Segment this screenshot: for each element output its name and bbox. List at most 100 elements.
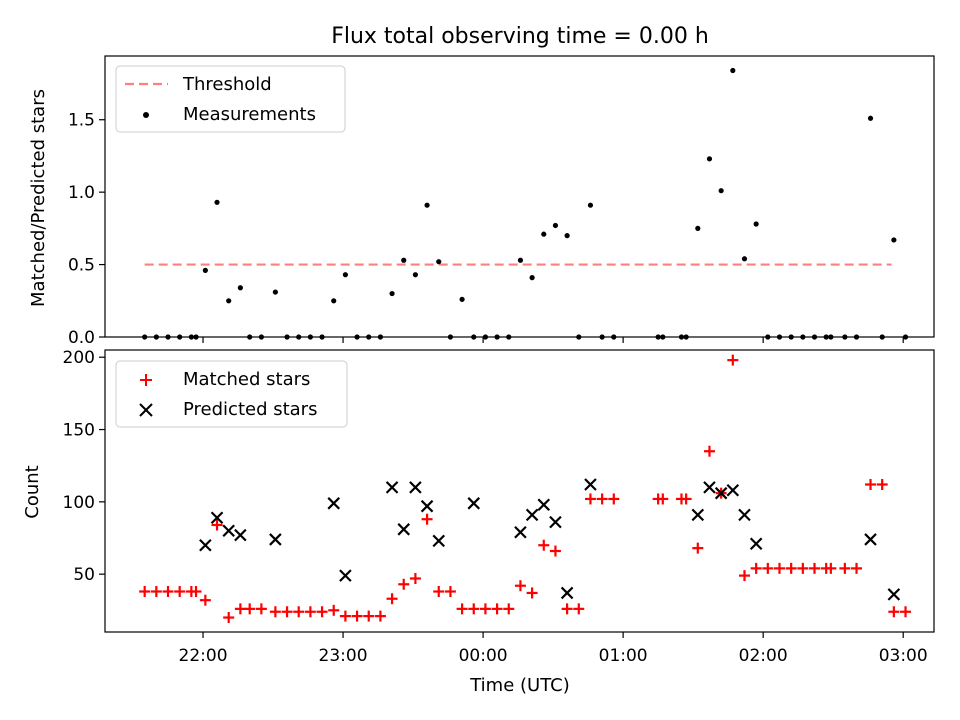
- matched-star-point: [888, 606, 900, 618]
- bottom-y-tick-label: 100: [63, 493, 95, 513]
- legend-measurements-label: Measurements: [183, 104, 316, 125]
- matched-star-point: [851, 562, 863, 574]
- measurement-point: [741, 256, 748, 262]
- predicted-star-point: [714, 486, 728, 500]
- matched-star-point: [573, 603, 585, 615]
- measurement-point: [564, 233, 570, 239]
- measurement-point: [517, 257, 524, 263]
- matched-star-point: [433, 586, 445, 598]
- bottom-x-tick-label: 23:00: [319, 646, 368, 666]
- legend-predicted-swatch: [139, 403, 153, 417]
- measurement-point: [342, 272, 348, 278]
- predicted-star-point: [327, 497, 340, 510]
- predicted-star-point: [584, 478, 597, 491]
- predicted-star-point: [210, 511, 224, 525]
- top-legend-box: [115, 65, 346, 133]
- matched-star-point: [692, 542, 704, 554]
- matched-star-point: [727, 354, 739, 366]
- predicted-star-point: [514, 525, 527, 539]
- matched-star-point: [538, 539, 550, 551]
- matched-star-point: [199, 594, 211, 606]
- measurement-point: [753, 221, 759, 227]
- bottom-x-tick-label: 22:00: [179, 646, 228, 666]
- matched-star-point: [561, 603, 573, 615]
- matched-star-point: [773, 562, 785, 574]
- matched-star-point: [762, 562, 774, 574]
- measurement-point: [459, 296, 465, 302]
- matched-star-point: [468, 603, 480, 615]
- predicted-star-point: [234, 528, 247, 542]
- bottom-axes-frame: [104, 349, 935, 633]
- predicted-star-point: [339, 569, 352, 582]
- predicted-star-point: [409, 481, 422, 494]
- matched-star-point: [244, 603, 256, 615]
- matched-star-point: [363, 610, 375, 622]
- bottom-legend-box: [115, 360, 348, 428]
- measurement-point: [412, 272, 419, 278]
- matched-star-point: [421, 513, 433, 525]
- bottom-panel: Count Time (UTC) 50 100 150 200 22:00 23:00 0…: [22, 348, 935, 696]
- matched-star-point: [785, 562, 797, 574]
- matched-star-point: [608, 493, 620, 505]
- bottom-y-axis-label: Count: [22, 465, 43, 518]
- bottom-y-tick-label: 200: [63, 348, 95, 368]
- legend-threshold-label: Threshold: [182, 74, 272, 95]
- top-y-axis-label: Matched/Predicted stars: [28, 89, 49, 307]
- legend-measurements-swatch: [143, 112, 149, 118]
- matched-star-point: [491, 603, 503, 615]
- measurement-point: [331, 298, 337, 304]
- bottom-legend: Matched stars Predicted stars: [115, 360, 348, 428]
- matched-star-point: [738, 570, 750, 582]
- matched-star-point: [293, 606, 305, 618]
- measurement-point: [695, 225, 701, 231]
- matched-star-point: [386, 593, 398, 605]
- matched-star-point: [351, 610, 363, 622]
- predicted-star-point: [749, 537, 763, 551]
- predicted-star-point: [738, 508, 751, 522]
- predicted-star-point: [537, 498, 551, 512]
- matched-star-point: [269, 606, 281, 618]
- matched-star-point: [398, 578, 410, 590]
- measurement-point: [867, 115, 874, 121]
- measurement-point: [226, 298, 232, 304]
- top-y-tick-label: 0.5: [68, 256, 95, 276]
- matched-star-point: [549, 545, 561, 557]
- predicted-star-point: [525, 508, 539, 522]
- matched-star-point: [797, 562, 809, 574]
- matched-star-point: [514, 580, 526, 592]
- matched-star-point: [162, 586, 174, 598]
- legend-predicted-label: Predicted stars: [183, 399, 317, 420]
- matched-star-point: [750, 562, 762, 574]
- matched-star-point: [456, 603, 468, 615]
- predicted-star-point: [222, 524, 235, 538]
- predicted-star-point: [385, 481, 399, 494]
- bottom-x-tick-label: 00:00: [459, 646, 508, 666]
- measurement-point: [587, 202, 594, 208]
- matched-star-point: [503, 603, 515, 615]
- matched-star-point: [596, 493, 608, 505]
- measurement-points: [142, 67, 909, 340]
- measurement-point: [541, 231, 547, 237]
- measurement-point: [424, 202, 430, 208]
- matched-star-point: [328, 604, 340, 616]
- matched-star-point: [150, 586, 162, 598]
- predicted-star-point: [560, 586, 574, 600]
- matched-star-point: [839, 562, 851, 574]
- measurement-point: [202, 267, 208, 273]
- matched-star-point: [304, 606, 316, 618]
- top-y-tick-label: 0.0: [68, 328, 95, 348]
- measurement-point: [436, 259, 442, 265]
- predicted-star-point: [726, 483, 740, 497]
- bottom-x-tick-label: 03:00: [879, 646, 928, 666]
- bottom-y-tick-label: 50: [73, 565, 95, 585]
- measurement-point: [272, 289, 278, 295]
- matched-star-point: [526, 587, 538, 599]
- predicted-star-point: [420, 499, 434, 513]
- legend-matched-label: Matched stars: [183, 369, 310, 390]
- measurement-point: [706, 156, 713, 162]
- matched-star-point: [223, 612, 235, 624]
- predicted-star-point: [703, 481, 716, 494]
- predicted-star-point: [864, 533, 877, 546]
- legend-matched-swatch: [140, 374, 152, 386]
